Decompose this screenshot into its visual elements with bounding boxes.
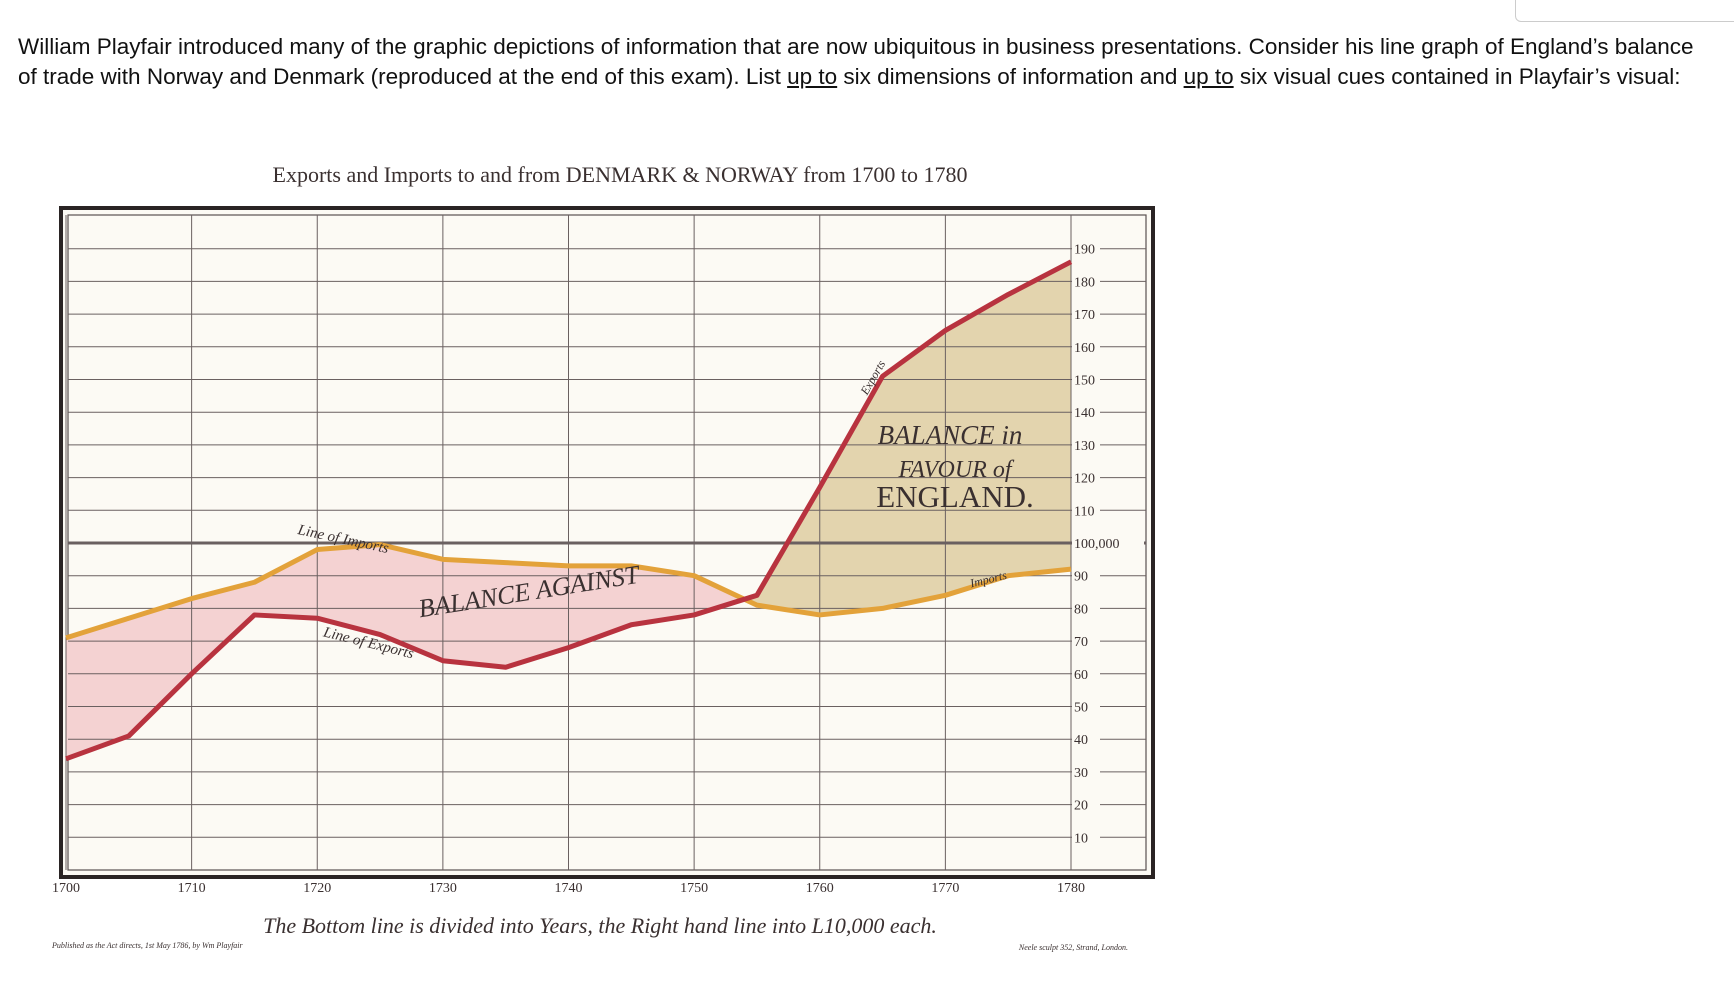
publisher: Published as the Act directs, 1st May 17… [51,941,244,950]
x-tick-label: 1720 [303,881,331,896]
y-tick-label: 30 [1074,766,1088,781]
balance-area [744,261,1071,615]
tick-label-bg [1072,829,1100,846]
annotation: ENGLAND. [876,479,1034,514]
x-tick-label: 1740 [555,881,583,896]
question: William Playfair introduced many of the … [18,32,1718,92]
question-text: six dimensions of information and [837,64,1184,89]
chart-title: Exports and Imports to and from DENMARK … [273,162,968,187]
tick-label-bg [1072,731,1100,748]
tick-label-bg [1072,600,1100,617]
y-tick-label: 50 [1074,701,1088,716]
y-tick-label: 100,000 [1074,537,1120,552]
tick-label-bg [1072,763,1100,780]
tick-label-bg [1072,404,1100,421]
x-tick-label: 1770 [931,881,959,896]
tick-label-bg [1072,469,1100,486]
series-line [65,259,1073,762]
y-tick-label: 110 [1074,504,1094,519]
y-tick-label: 180 [1074,275,1095,290]
tick-label-bg [1072,665,1100,682]
question-text: up to [787,64,838,89]
x-tick-label: 1780 [1057,881,1085,896]
tick-label-bg [1072,535,1144,551]
x-tick-label: 1750 [680,881,708,896]
y-tick-label: 150 [1074,374,1095,389]
footer: The Bottom line is divided into Years, t… [263,913,937,938]
series-line [65,542,1072,641]
y-tick-label: 10 [1074,831,1088,846]
tick-label-bg [1072,338,1100,355]
tick-label-bg [1072,633,1100,650]
y-tick-label: 90 [1074,570,1088,585]
tick-label-bg [1072,371,1100,388]
tick-label-bg [1072,273,1100,290]
annotation: BALANCE in [878,420,1023,450]
y-tick-label: 140 [1074,406,1095,421]
tick-label-bg [1072,240,1100,257]
tick-label-bg [1072,306,1100,323]
question-text: William Playfair introduced many of the … [18,34,1694,89]
x-tick-label: 1760 [806,881,834,896]
engraver: Neele sculpt 352, Strand, London. [1018,943,1128,952]
question-text: six visual cues contained in Playfair’s … [1233,64,1681,89]
y-tick-label: 190 [1074,243,1095,258]
question-text: up to [1183,64,1234,89]
tick-label-bg [1072,436,1100,453]
y-tick-label: 160 [1074,341,1095,356]
y-tick-label: 70 [1074,635,1088,650]
tick-label-bg [1072,502,1100,519]
y-tick-label: 130 [1074,439,1095,454]
window-edge [1515,0,1734,22]
balance-area [66,544,745,759]
y-tick-label: 120 [1074,472,1095,487]
annotation: FAVOUR of [898,457,1015,483]
y-tick-label: 170 [1074,308,1095,323]
y-tick-label: 40 [1074,733,1088,748]
x-tick-label: 1700 [52,881,80,896]
tick-label-bg [1072,698,1100,715]
y-tick-label: 60 [1074,668,1088,683]
y-tick-label: 20 [1074,799,1088,814]
tick-label-bg [1072,567,1100,584]
y-tick-label: 80 [1074,602,1088,617]
tick-label-bg [1072,796,1100,813]
x-tick-label: 1730 [429,881,457,896]
x-tick-label: 1710 [178,881,206,896]
